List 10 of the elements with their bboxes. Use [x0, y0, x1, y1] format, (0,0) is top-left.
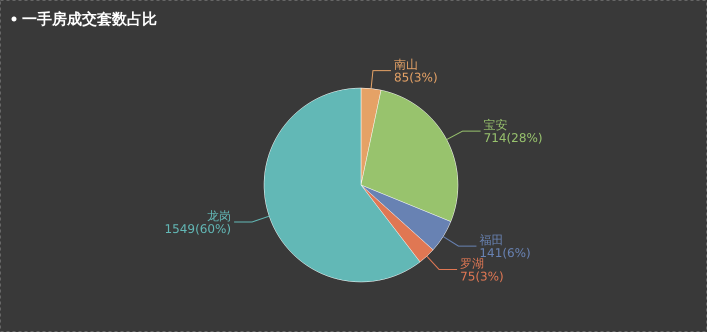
chart-title: 一手房成交套数占比: [22, 10, 157, 28]
slice-label: 龙岗: [207, 208, 232, 223]
data-label: 85(3%): [394, 70, 438, 85]
data-label: 75(3%): [460, 269, 504, 284]
slice-label: 宝安: [484, 118, 508, 132]
slice-label: 罗湖: [460, 256, 484, 270]
data-label: 1549(60%): [164, 222, 232, 236]
slice-label: 福田: [479, 233, 504, 248]
slice-label: 南山: [394, 58, 418, 72]
data-label: 714(28%): [484, 131, 543, 146]
